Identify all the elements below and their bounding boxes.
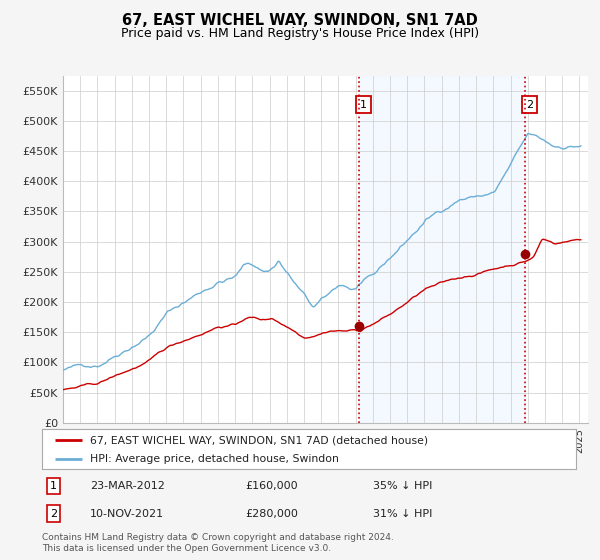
Text: 67, EAST WICHEL WAY, SWINDON, SN1 7AD: 67, EAST WICHEL WAY, SWINDON, SN1 7AD [122,13,478,28]
Text: 1: 1 [50,481,57,491]
Text: £280,000: £280,000 [245,508,298,519]
Text: 35% ↓ HPI: 35% ↓ HPI [373,481,433,491]
Text: 1: 1 [360,100,367,110]
Text: HPI: Average price, detached house, Swindon: HPI: Average price, detached house, Swin… [90,454,339,464]
Text: 23-MAR-2012: 23-MAR-2012 [90,481,165,491]
Text: 2: 2 [526,100,533,110]
Text: Price paid vs. HM Land Registry's House Price Index (HPI): Price paid vs. HM Land Registry's House … [121,27,479,40]
Text: 10-NOV-2021: 10-NOV-2021 [90,508,164,519]
Text: 2: 2 [50,508,57,519]
Text: Contains HM Land Registry data © Crown copyright and database right 2024.
This d: Contains HM Land Registry data © Crown c… [42,533,394,553]
Text: £160,000: £160,000 [245,481,298,491]
Text: 31% ↓ HPI: 31% ↓ HPI [373,508,433,519]
Text: 67, EAST WICHEL WAY, SWINDON, SN1 7AD (detached house): 67, EAST WICHEL WAY, SWINDON, SN1 7AD (d… [90,435,428,445]
Bar [359,76,526,423]
